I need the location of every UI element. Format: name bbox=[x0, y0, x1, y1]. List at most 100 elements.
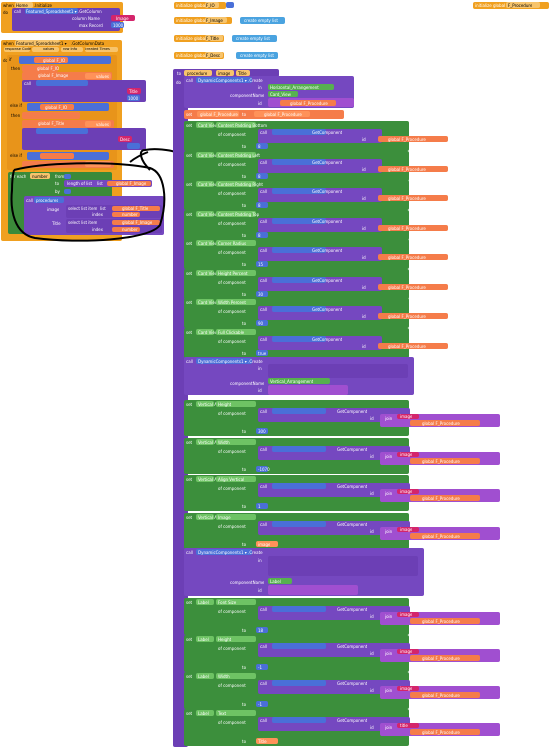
vertical-row-2-get-global-proc[interactable] bbox=[410, 457, 480, 464]
card-row-7-dynamic-dropdown[interactable] bbox=[272, 306, 326, 312]
card-row-4-value[interactable] bbox=[256, 231, 268, 238]
label-row-1-get-global-proc[interactable] bbox=[410, 618, 480, 624]
vertical-row-1-dynamic-dropdown[interactable] bbox=[272, 408, 326, 414]
card-row-8-component-dropdown[interactable] bbox=[196, 328, 214, 335]
vertical-row-1-component-dropdown[interactable] bbox=[196, 401, 214, 407]
create-label-join[interactable] bbox=[268, 585, 358, 595]
get-number-1[interactable] bbox=[112, 212, 140, 217]
card-row-6-get-global-proc[interactable] bbox=[378, 283, 448, 290]
vertical-row-4-property-dropdown[interactable] bbox=[216, 513, 256, 520]
global-ftitle-block[interactable] bbox=[174, 35, 224, 42]
vertical-row-3-value[interactable] bbox=[256, 503, 268, 509]
card-row-8-dynamic-dropdown[interactable] bbox=[272, 335, 326, 342]
max-record-number[interactable] bbox=[111, 22, 124, 28]
card-row-3-value[interactable] bbox=[256, 202, 268, 208]
get-global-image-1[interactable] bbox=[107, 181, 151, 186]
set-global-fo-block[interactable] bbox=[22, 65, 58, 72]
create-vertical-join[interactable] bbox=[268, 385, 348, 395]
global-ftitle-value[interactable] bbox=[232, 35, 277, 42]
card-row-1-value[interactable] bbox=[256, 143, 268, 149]
vertical-row-3-property-dropdown[interactable] bbox=[216, 476, 256, 482]
card-row-3-component-dropdown[interactable] bbox=[196, 181, 214, 187]
procedures-dropdown[interactable] bbox=[34, 197, 64, 203]
label-row-4-property-dropdown[interactable] bbox=[216, 710, 256, 716]
card-row-2-get-global-proc[interactable] bbox=[378, 165, 448, 172]
card-row-4-get-global-proc[interactable] bbox=[378, 224, 448, 231]
set-global-image-block[interactable] bbox=[22, 72, 112, 80]
get-global-fo-2[interactable] bbox=[40, 104, 74, 110]
get-global-image-2[interactable] bbox=[112, 220, 160, 225]
card-row-8-value[interactable] bbox=[256, 349, 268, 356]
vertical-row-1-get-global-proc[interactable] bbox=[410, 420, 480, 426]
card-row-2-component-dropdown[interactable] bbox=[196, 151, 214, 158]
label-row-1-dynamic-dropdown[interactable] bbox=[272, 606, 326, 612]
create-label-dropdown[interactable] bbox=[196, 549, 252, 555]
global-ftitle-name[interactable] bbox=[205, 35, 223, 41]
card-row-1-dynamic-dropdown[interactable] bbox=[272, 129, 326, 135]
card-row-7-get-global-proc[interactable] bbox=[378, 313, 448, 319]
set-global-procedure-dropdown[interactable] bbox=[197, 111, 239, 117]
label-row-3-get-global-proc[interactable] bbox=[410, 692, 480, 698]
label-row-4-dynamic-dropdown[interactable] bbox=[272, 717, 326, 723]
global-fio-value[interactable] bbox=[226, 2, 234, 8]
create-label-in-getcomponent[interactable] bbox=[268, 556, 418, 576]
label-row-1-property-dropdown[interactable] bbox=[216, 599, 256, 605]
card-view-block[interactable] bbox=[268, 91, 298, 97]
card-row-7-component-dropdown[interactable] bbox=[196, 299, 214, 305]
create-vertical-in-getcomponent[interactable] bbox=[268, 364, 408, 378]
vertical-row-2-value[interactable] bbox=[256, 465, 268, 472]
get-values-1[interactable] bbox=[85, 73, 111, 79]
global-fdesc-name[interactable] bbox=[205, 52, 223, 58]
vertical-row-1-value[interactable] bbox=[256, 428, 268, 434]
vertical-row-2-dynamic-dropdown[interactable] bbox=[272, 445, 326, 452]
horizontal-arrangement-block[interactable] bbox=[268, 84, 334, 90]
label-row-2-dynamic-dropdown[interactable] bbox=[272, 643, 326, 649]
vertical-row-2-component-dropdown[interactable] bbox=[196, 438, 214, 445]
label-row-2-join-text[interactable] bbox=[397, 649, 419, 654]
get-values-2[interactable] bbox=[85, 121, 111, 127]
spreadsheet-dropdown-3[interactable] bbox=[36, 128, 88, 134]
card-row-6-property-dropdown[interactable] bbox=[216, 269, 256, 276]
vertical-row-4-get-global-proc[interactable] bbox=[410, 532, 480, 539]
card-row-8-get-global-proc[interactable] bbox=[378, 342, 448, 349]
set-global-title-block[interactable] bbox=[22, 120, 114, 128]
get-global-procedure-1[interactable] bbox=[280, 100, 336, 106]
card-row-4-dynamic-dropdown[interactable] bbox=[272, 217, 326, 224]
max-record-number-2[interactable] bbox=[127, 95, 140, 101]
card-row-4-property-dropdown[interactable] bbox=[216, 210, 256, 217]
get-global-procedure-2[interactable] bbox=[254, 111, 310, 117]
label-row-3-dynamic-dropdown[interactable] bbox=[272, 680, 326, 686]
global-fimage-value[interactable] bbox=[240, 17, 285, 24]
card-row-6-dynamic-dropdown[interactable] bbox=[272, 276, 326, 283]
label-row-2-value[interactable] bbox=[256, 664, 268, 670]
card-row-5-get-global-proc[interactable] bbox=[378, 254, 448, 260]
card-row-1-component-dropdown[interactable] bbox=[196, 122, 214, 128]
card-row-3-get-global-proc[interactable] bbox=[378, 195, 448, 201]
label-row-4-value[interactable] bbox=[256, 738, 278, 744]
vertical-row-3-dynamic-dropdown[interactable] bbox=[272, 483, 326, 489]
card-row-1-property-dropdown[interactable] bbox=[216, 122, 256, 128]
desc-text-block[interactable] bbox=[118, 136, 132, 142]
label-row-2-get-global-proc[interactable] bbox=[410, 655, 480, 661]
get-global-fo-3[interactable] bbox=[40, 153, 74, 159]
global-fio-name[interactable] bbox=[205, 2, 219, 8]
label-row-1-value[interactable] bbox=[256, 627, 268, 633]
card-row-5-property-dropdown[interactable] bbox=[216, 240, 256, 246]
label-row-3-value[interactable] bbox=[256, 701, 268, 707]
title-text-block[interactable] bbox=[127, 88, 141, 94]
label-row-2-property-dropdown[interactable] bbox=[216, 636, 256, 642]
set-global-fo-block-2[interactable] bbox=[22, 112, 80, 119]
vertical-row-4-component-dropdown[interactable] bbox=[196, 513, 214, 520]
global-fimage-name[interactable] bbox=[205, 17, 227, 23]
create-vertical-dropdown[interactable] bbox=[196, 358, 252, 364]
vertical-row-3-component-dropdown[interactable] bbox=[196, 476, 214, 482]
label-row-4-get-global-proc[interactable] bbox=[410, 729, 480, 735]
card-row-1-get-global-proc[interactable] bbox=[378, 136, 448, 142]
spreadsheet-dropdown[interactable] bbox=[25, 8, 78, 14]
global-fio-block[interactable] bbox=[174, 2, 226, 9]
global-fdesc-value[interactable] bbox=[236, 52, 278, 59]
by-number[interactable] bbox=[64, 189, 71, 194]
global-fimage-block[interactable] bbox=[174, 17, 232, 24]
get-global-fo-1[interactable] bbox=[34, 57, 68, 63]
